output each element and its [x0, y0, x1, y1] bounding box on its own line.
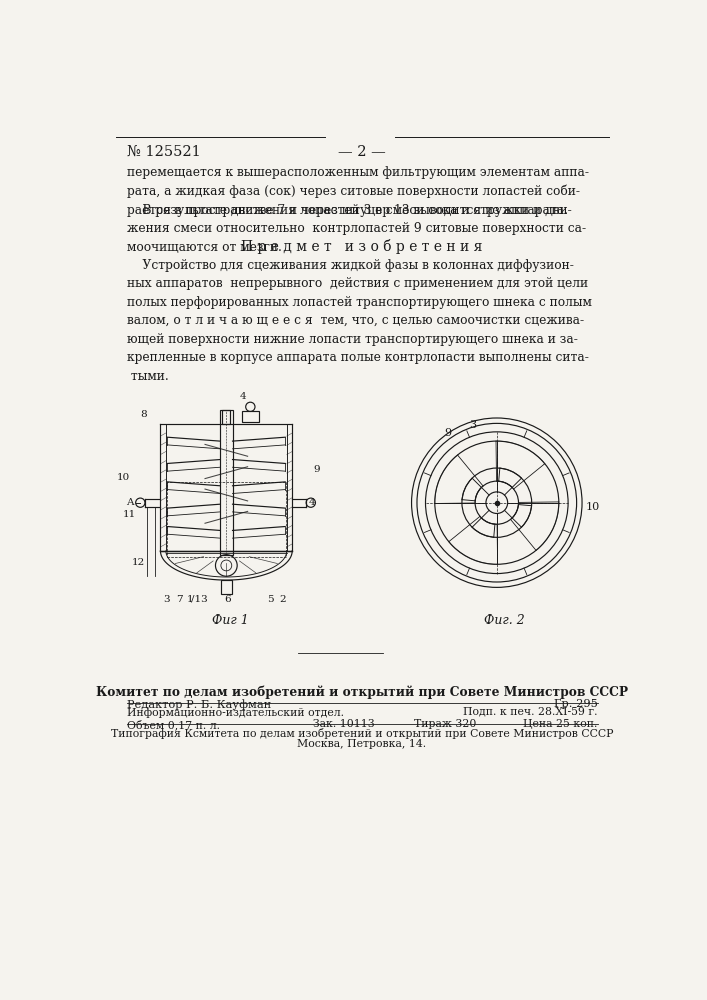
Text: Типография Ксмитета по делам изобретений и открытий при Совете Министров СССР: Типография Ксмитета по делам изобретений…: [111, 728, 613, 739]
Text: A: A: [126, 498, 133, 507]
Text: Подп. к печ. 28.XI-59 г.: Подп. к печ. 28.XI-59 г.: [463, 707, 597, 717]
Text: Объем 0,17 п. л.: Объем 0,17 п. л.: [127, 719, 220, 730]
Text: Комитет по делам изобретений и открытий при Совете Министров СССР: Комитет по делам изобретений и открытий …: [96, 686, 628, 699]
Bar: [220, 410, 233, 555]
Text: 6: 6: [225, 595, 231, 604]
Text: 10: 10: [117, 473, 130, 482]
Text: 9: 9: [444, 428, 451, 438]
Text: Тираж 320: Тираж 320: [414, 719, 477, 729]
Bar: [221, 580, 232, 594]
Text: Устройство для сцеживания жидкой фазы в колоннах диффузион-
ных аппаратов  непре: Устройство для сцеживания жидкой фазы в …: [127, 259, 592, 383]
Text: — 2 —: — 2 —: [338, 145, 386, 159]
Text: № 125521: № 125521: [127, 145, 201, 159]
Text: 7: 7: [176, 595, 182, 604]
Text: П р е д м е т   и з о б р е т е н и я: П р е д м е т и з о б р е т е н и я: [241, 239, 483, 254]
Text: 4: 4: [309, 498, 315, 507]
Text: перемещается к вышерасположенным фильтрующим элементам аппа-
рата, а жидкая фаза: перемещается к вышерасположенным фильтру…: [127, 166, 589, 217]
Text: 12: 12: [132, 558, 146, 567]
Text: Фиг. 2: Фиг. 2: [484, 614, 525, 627]
Text: Москва, Петровка, 14.: Москва, Петровка, 14.: [298, 739, 426, 749]
Bar: [167, 482, 286, 557]
Text: Фиг 1: Фиг 1: [212, 614, 249, 627]
Text: 10: 10: [586, 502, 600, 512]
Text: Редактор Р. Б. Кауфман: Редактор Р. Б. Кауфман: [127, 699, 271, 710]
Text: Зак. 10113: Зак. 10113: [313, 719, 375, 729]
Text: В результате движения лопастей 3 в смеси сока и стружки и дви-
жения смеси относ: В результате движения лопастей 3 в смеси…: [127, 204, 586, 254]
Text: Цена 25 коп.: Цена 25 коп.: [523, 719, 597, 729]
Text: 2: 2: [279, 595, 286, 604]
Text: 5: 5: [267, 595, 274, 604]
Bar: [242, 411, 259, 422]
Text: 8: 8: [140, 410, 147, 419]
Text: 4: 4: [240, 392, 247, 401]
Text: 11: 11: [123, 510, 136, 519]
Text: 3: 3: [469, 420, 477, 430]
Text: 9: 9: [314, 465, 320, 474]
Bar: [223, 410, 230, 424]
Text: Гр. 295: Гр. 295: [554, 699, 597, 709]
Text: 1: 1: [187, 595, 193, 604]
Text: Информационно-издательский отдел.: Информационно-издательский отдел.: [127, 707, 344, 718]
Text: /13: /13: [191, 595, 208, 604]
Text: 3: 3: [163, 595, 170, 604]
